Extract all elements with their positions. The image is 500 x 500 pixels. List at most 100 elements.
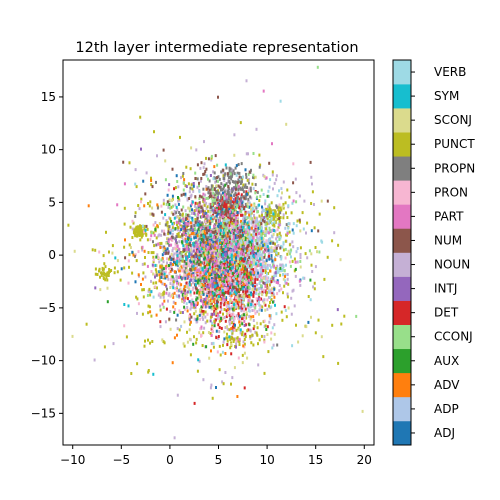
data-point xyxy=(252,327,255,331)
data-point xyxy=(139,228,142,232)
data-point xyxy=(260,287,263,291)
data-point xyxy=(240,203,243,207)
data-point xyxy=(256,275,259,279)
data-point xyxy=(294,267,297,271)
data-point xyxy=(152,223,155,227)
data-point xyxy=(183,300,185,304)
data-point xyxy=(227,289,230,292)
data-point xyxy=(255,331,258,335)
data-point xyxy=(293,257,296,261)
data-point xyxy=(249,336,252,340)
data-point xyxy=(250,221,253,225)
data-point xyxy=(211,396,214,400)
data-point xyxy=(291,201,294,205)
data-point xyxy=(164,270,167,274)
data-point xyxy=(241,330,244,334)
data-point xyxy=(197,227,200,231)
data-point xyxy=(260,240,263,244)
data-point xyxy=(256,333,259,337)
data-point xyxy=(142,271,145,275)
data-point xyxy=(243,338,246,341)
data-point xyxy=(276,279,279,283)
data-point xyxy=(246,271,248,275)
data-point xyxy=(206,205,209,209)
data-point xyxy=(269,301,271,304)
data-point xyxy=(296,260,299,264)
data-point xyxy=(253,308,256,312)
data-point xyxy=(159,304,162,308)
data-point xyxy=(238,264,241,268)
data-point xyxy=(167,227,170,231)
data-point xyxy=(234,305,237,309)
data-point xyxy=(269,208,272,212)
data-point xyxy=(180,176,182,180)
data-point xyxy=(217,191,220,195)
data-point xyxy=(101,268,104,272)
data-point xyxy=(179,258,182,262)
data-point xyxy=(236,290,238,294)
data-point xyxy=(276,240,279,244)
data-point xyxy=(176,393,179,397)
data-point xyxy=(182,264,185,268)
data-point xyxy=(171,238,174,242)
data-point xyxy=(229,167,232,171)
data-point xyxy=(210,251,213,255)
data-point xyxy=(243,288,246,292)
data-point xyxy=(302,227,305,231)
data-point xyxy=(284,201,287,205)
data-point xyxy=(175,318,178,322)
data-point xyxy=(226,192,229,196)
data-point xyxy=(312,285,315,289)
data-point xyxy=(275,268,278,272)
data-point xyxy=(266,280,269,283)
data-point xyxy=(185,274,188,278)
data-point xyxy=(254,272,257,276)
data-point xyxy=(256,269,259,273)
data-point xyxy=(169,294,172,298)
data-point xyxy=(134,182,137,186)
data-point xyxy=(263,340,266,344)
data-point xyxy=(155,270,158,274)
data-point xyxy=(276,194,279,198)
data-point xyxy=(261,267,264,271)
data-point xyxy=(225,315,228,319)
data-point xyxy=(169,217,172,221)
data-point xyxy=(276,253,279,257)
data-point xyxy=(227,194,230,198)
data-point xyxy=(181,213,184,217)
data-point xyxy=(284,281,287,285)
data-point xyxy=(179,135,181,139)
data-point xyxy=(223,292,226,296)
data-point xyxy=(285,211,287,215)
data-point xyxy=(165,219,168,223)
data-point xyxy=(188,228,191,232)
data-point xyxy=(216,350,219,354)
data-point xyxy=(261,276,264,280)
data-point xyxy=(235,288,238,291)
data-point xyxy=(214,318,217,322)
data-point xyxy=(264,324,267,328)
data-point xyxy=(276,233,279,237)
data-point xyxy=(275,178,278,182)
data-point xyxy=(223,198,226,202)
data-point xyxy=(213,304,216,308)
data-point xyxy=(221,316,224,320)
data-point xyxy=(343,314,346,318)
data-point xyxy=(246,243,249,246)
data-point xyxy=(232,211,235,215)
data-point xyxy=(193,224,196,227)
data-point xyxy=(268,257,271,261)
data-point xyxy=(150,251,153,255)
data-point xyxy=(251,309,254,312)
data-point xyxy=(201,279,203,283)
data-point xyxy=(252,218,255,222)
data-point xyxy=(179,311,182,314)
data-point xyxy=(208,179,211,183)
data-point xyxy=(172,254,175,258)
data-point xyxy=(203,326,206,330)
data-point xyxy=(271,249,274,253)
data-point xyxy=(196,317,199,321)
data-point xyxy=(127,259,130,263)
data-point xyxy=(258,165,261,169)
data-point xyxy=(161,293,164,297)
